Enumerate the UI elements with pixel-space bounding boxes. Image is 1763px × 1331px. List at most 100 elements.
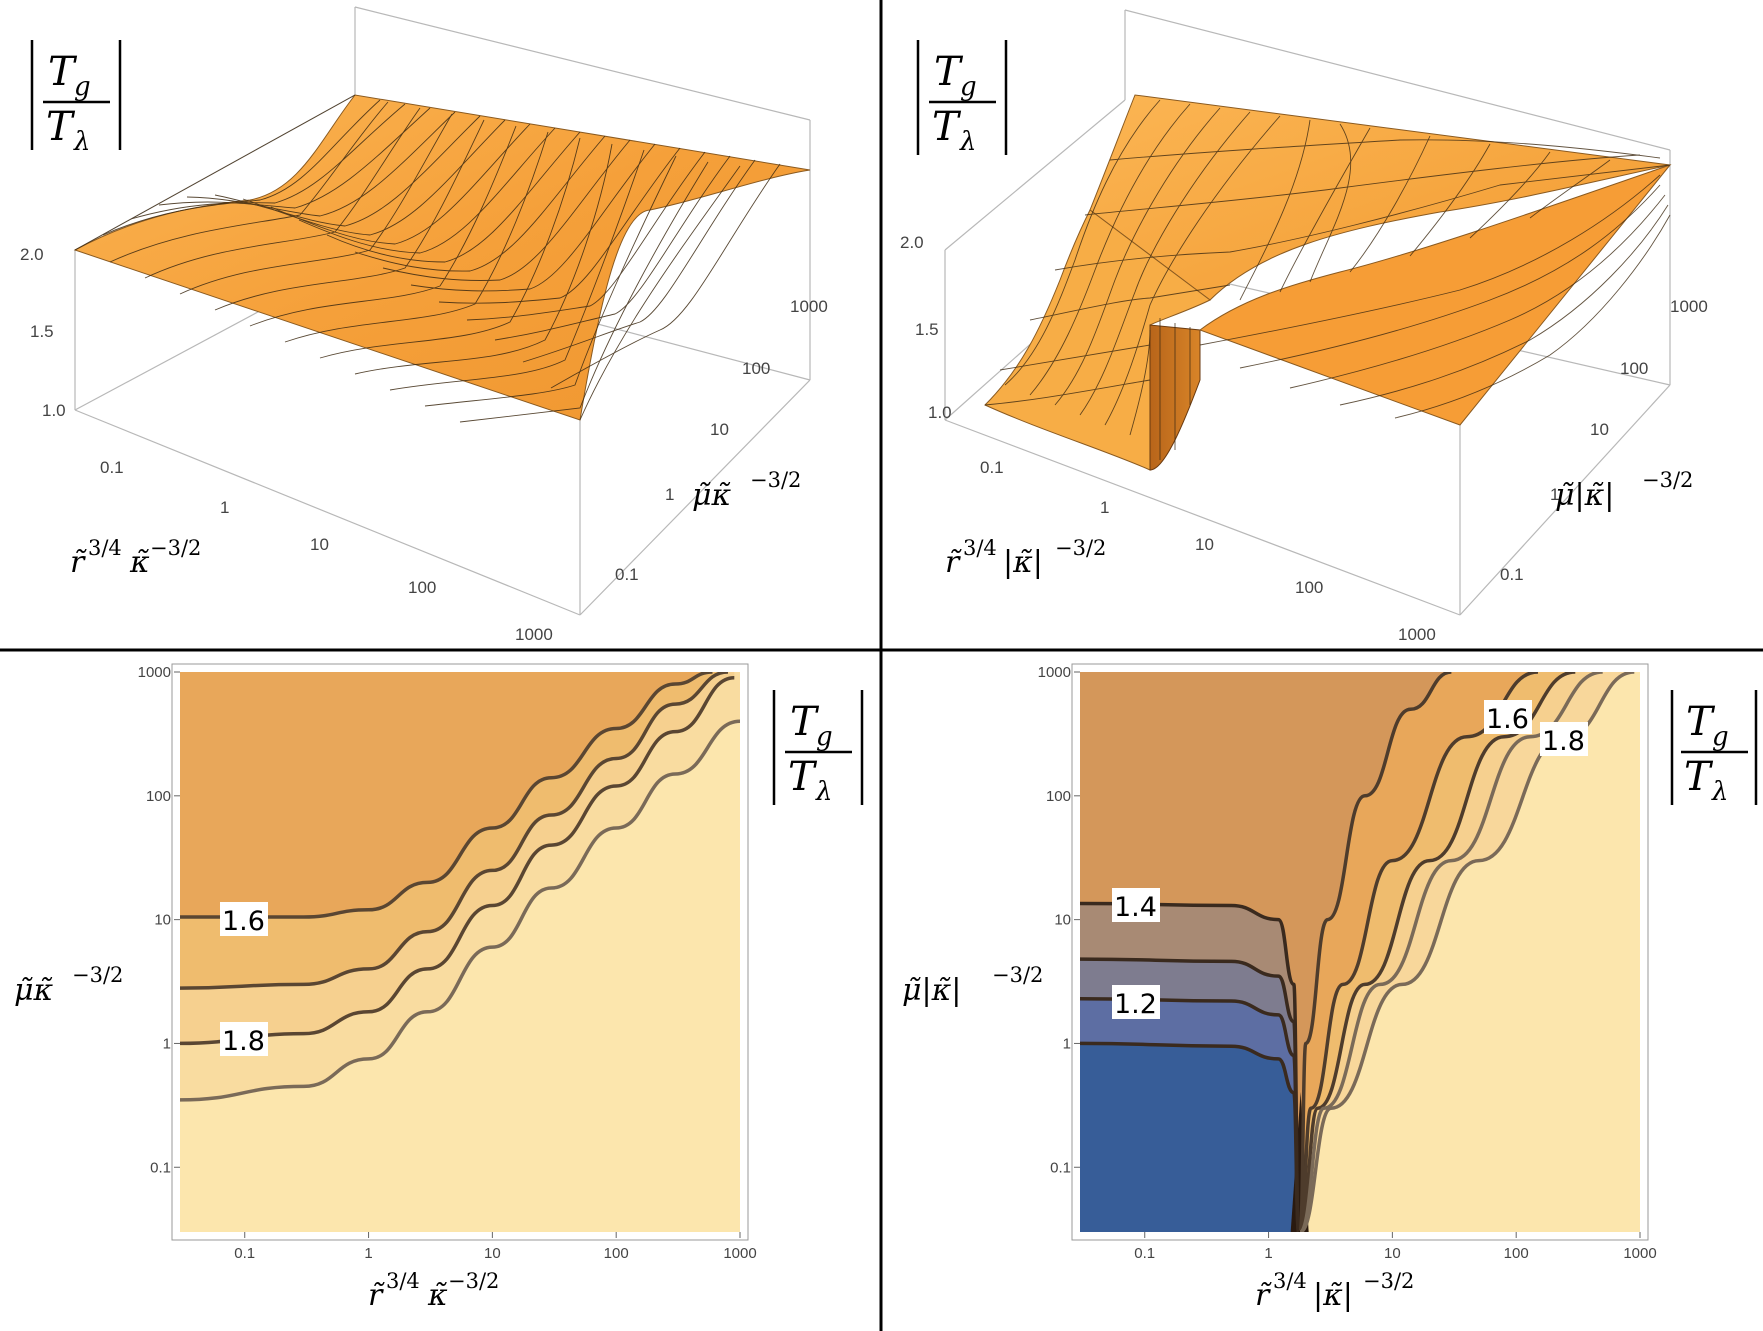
y-tick-label-1000: 1000: [1038, 664, 1071, 681]
z-axis-label: T g T λ: [30, 40, 122, 157]
z-axis-label: T g T λ: [916, 40, 1008, 157]
svg-text:μ̃|κ̃|: μ̃|κ̃|: [902, 973, 961, 1008]
contour-region-1.1: [1080, 1043, 1299, 1232]
svg-text:λ: λ: [1711, 777, 1728, 807]
x-tick-label-100: 100: [604, 1245, 629, 1262]
contour-line-1.9: [180, 719, 740, 1102]
contour-line-1.5: [1298, 672, 1452, 1232]
x-axis-label: r̃ 3/4 |κ̃| −3/2: [1255, 1269, 1414, 1313]
svg-text:−3/2: −3/2: [72, 963, 123, 987]
surface-mesh: [984, 99, 1671, 460]
y-tick-label-100: 100: [1046, 788, 1071, 805]
y-tick-label-10: 10: [1054, 912, 1071, 929]
x-tick-label-10: 10: [484, 1245, 501, 1262]
svg-text:3/4: 3/4: [88, 536, 122, 560]
x-tick-1: 1: [220, 498, 229, 517]
svg-text:−3/2: −3/2: [1055, 536, 1106, 560]
svg-text:κ̃: κ̃: [427, 1278, 448, 1313]
x-tick-label-1000: 1000: [723, 1245, 756, 1262]
contour-line-1.7: [1298, 672, 1576, 1232]
svg-text:1.8: 1.8: [1542, 726, 1585, 757]
svg-text:r̃: r̃: [1255, 1278, 1272, 1313]
x-tick-label-1: 1: [1264, 1245, 1272, 1262]
contour-region-1.6: [180, 672, 713, 917]
svg-text:−3/2: −3/2: [1642, 468, 1693, 492]
svg-text:T: T: [46, 104, 76, 150]
contour-line-1.6: [180, 672, 713, 919]
y-tick-label-0.1: 0.1: [150, 1159, 171, 1176]
x-tick-label-1000: 1000: [1623, 1245, 1656, 1262]
contour-line-1.7: [180, 672, 729, 990]
svg-text:g: g: [1712, 722, 1729, 752]
x-tick-10: 10: [310, 535, 329, 554]
svg-text:T: T: [934, 49, 964, 95]
x-tick-label-10: 10: [1384, 1245, 1401, 1262]
svg-text:−3/2: −3/2: [750, 468, 801, 492]
svg-text:1.8: 1.8: [222, 1026, 265, 1057]
y-tick-1: 1: [1550, 485, 1559, 504]
axis-ticks: 0.1 1 10 100 1000 0.1 1 10 100 1000: [138, 664, 757, 1262]
contour-line-1.8: [1298, 672, 1603, 1232]
svg-text:λ: λ: [959, 127, 976, 157]
x-tick-1000: 1000: [515, 625, 553, 644]
svg-text:g: g: [816, 722, 833, 752]
y-tick-10: 10: [1590, 420, 1609, 439]
contour-label-1.6: 1.6: [1484, 700, 1532, 735]
svg-text:g: g: [74, 72, 91, 102]
surface-plateau: [1089, 94, 1671, 301]
svg-text:T: T: [932, 104, 962, 150]
contour-line-1.8: [180, 675, 735, 1046]
svg-text:λ: λ: [73, 127, 90, 157]
y-axis-label: μ̃|κ̃| −3/2: [1555, 468, 1693, 513]
z-tick-2.0: 2.0: [900, 233, 924, 252]
legend-label: T g T λ: [1670, 690, 1758, 807]
svg-text:1.6: 1.6: [1486, 704, 1529, 735]
x-tick-label-100: 100: [1504, 1245, 1529, 1262]
y-axis-label: μ̃κ̃ −3/2: [14, 963, 123, 1008]
contour-line-1.6: [1298, 672, 1539, 1232]
x-tick-100: 100: [408, 578, 436, 597]
y-tick-label-1: 1: [1063, 1035, 1071, 1052]
x-tick-10: 10: [1195, 535, 1214, 554]
z-tick-1.5: 1.5: [30, 322, 54, 341]
svg-text:μ̃|κ̃|: μ̃|κ̃|: [1555, 478, 1614, 513]
x-tick-1: 1: [1100, 498, 1109, 517]
z-tick-1.5: 1.5: [915, 320, 939, 339]
contour-label-1.2: 1.2: [1112, 985, 1160, 1020]
svg-text:μ̃κ̃: μ̃κ̃: [692, 478, 731, 513]
contour-label-1.6: 1.6: [220, 902, 268, 937]
svg-text:1.2: 1.2: [1114, 989, 1157, 1020]
svg-text:r̃: r̃: [70, 545, 87, 580]
x-tick-0.1: 0.1: [980, 458, 1004, 477]
contour-label-1.4: 1.4: [1112, 888, 1160, 923]
svg-text:λ: λ: [815, 777, 832, 807]
svg-text:1.4: 1.4: [1114, 892, 1157, 923]
z-tick-2.0: 2.0: [20, 245, 44, 264]
y-tick-1000: 1000: [1670, 297, 1708, 316]
y-tick-100: 100: [1620, 359, 1648, 378]
surface-mesh: [74, 94, 781, 423]
x-tick-100: 100: [1295, 578, 1323, 597]
x-tick-0.1: 0.1: [100, 458, 124, 477]
y-tick-0.1: 0.1: [1500, 565, 1524, 584]
svg-text:κ̃: κ̃: [129, 545, 150, 580]
x-axis-label: r̃ 3/4 |κ̃| −3/2: [945, 536, 1106, 580]
svg-text:3/4: 3/4: [386, 1269, 420, 1293]
z-tick-1.0: 1.0: [42, 401, 66, 420]
contour-line-1.1: [1080, 1041, 1301, 1232]
contour-fills: [1080, 672, 1640, 1232]
panel-top-left: 2.0 1.5 1.0 0.1 1 10 100 1000 0.1 1 10 1…: [20, 6, 828, 644]
y-tick-100: 100: [742, 359, 770, 378]
svg-text:r̃: r̃: [368, 1278, 385, 1313]
svg-text:T: T: [790, 699, 820, 745]
svg-text:3/4: 3/4: [1273, 1269, 1307, 1293]
axis-ticks: 0.1 1 10 100 1000 0.1 1 10 100 1000: [1038, 664, 1657, 1262]
y-tick-label-1000: 1000: [138, 664, 171, 681]
svg-text:1.6: 1.6: [222, 906, 265, 937]
x-tick-label-0.1: 0.1: [234, 1245, 255, 1262]
x-axis-label: r̃ 3/4 κ̃ −3/2: [368, 1269, 499, 1313]
x-tick-label-0.1: 0.1: [1134, 1245, 1155, 1262]
y-tick-label-10: 10: [154, 912, 171, 929]
svg-text:T: T: [1686, 699, 1716, 745]
